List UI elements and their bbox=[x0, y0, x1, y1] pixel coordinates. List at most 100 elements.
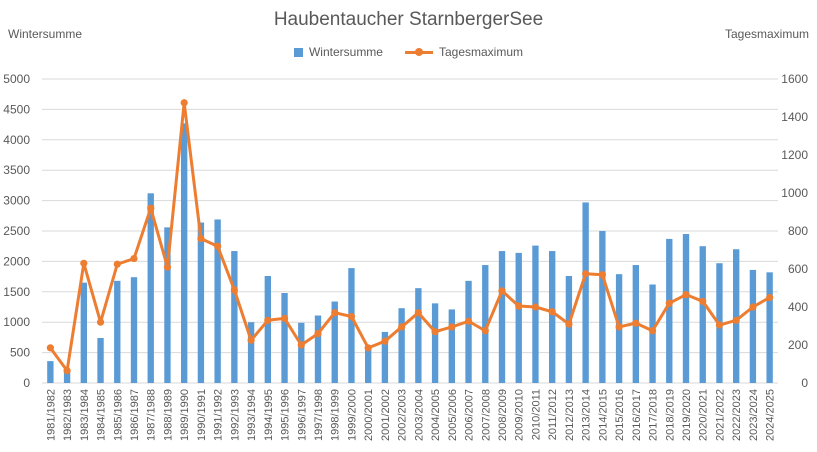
x-tick-label: 2018/2019 bbox=[664, 389, 676, 441]
line-point bbox=[247, 336, 255, 344]
x-tick-label: 2021/2022 bbox=[714, 389, 726, 441]
x-tick-label: 2007/2008 bbox=[480, 389, 492, 441]
line-point bbox=[197, 235, 205, 243]
x-tick-label: 1988/1989 bbox=[162, 389, 174, 441]
y-tick-label-left: 5000 bbox=[3, 72, 30, 86]
line-point bbox=[699, 297, 707, 305]
line-point bbox=[297, 341, 305, 349]
line-point bbox=[632, 319, 640, 327]
bar bbox=[348, 268, 355, 383]
x-tick-label: 2008/2009 bbox=[497, 389, 509, 441]
x-tick-label: 2003/2004 bbox=[413, 389, 425, 441]
bar bbox=[699, 246, 706, 383]
x-tick-label: 2020/2021 bbox=[698, 389, 710, 441]
line-point bbox=[364, 344, 372, 352]
y-tick-label-left: 3000 bbox=[3, 194, 30, 208]
line-point bbox=[331, 309, 339, 317]
x-tick-label: 2023/2024 bbox=[748, 389, 760, 441]
line-point bbox=[147, 204, 155, 212]
line-point bbox=[615, 323, 623, 331]
line-point bbox=[414, 309, 422, 317]
x-tick-label: 2013/2014 bbox=[581, 389, 593, 441]
legend-label-bar: Wintersumme bbox=[308, 45, 383, 59]
x-tick-label: 2001/2002 bbox=[380, 389, 392, 441]
line-point bbox=[80, 259, 88, 267]
legend-item-line: Tagesmaximum bbox=[404, 45, 523, 59]
x-tick-label: 1983/1984 bbox=[79, 389, 91, 441]
line-point bbox=[130, 254, 138, 263]
y-tick-label-right: 1400 bbox=[781, 110, 808, 124]
line-point bbox=[598, 271, 606, 279]
line-point bbox=[214, 242, 222, 250]
line-point bbox=[515, 302, 523, 310]
bar bbox=[80, 282, 87, 383]
bar bbox=[331, 301, 338, 383]
line-point bbox=[732, 316, 740, 324]
bar bbox=[666, 238, 673, 383]
bar bbox=[214, 219, 221, 383]
bar bbox=[47, 361, 54, 383]
x-tick-label: 1984/1985 bbox=[96, 389, 108, 441]
bar bbox=[398, 308, 405, 383]
y-tick-label-right: 0 bbox=[801, 376, 808, 390]
x-tick-label: 1990/1991 bbox=[196, 389, 208, 441]
y-tick-label-right: 1200 bbox=[781, 148, 808, 162]
line-point bbox=[264, 316, 272, 324]
x-tick-label: 2014/2015 bbox=[597, 389, 609, 441]
bar bbox=[97, 338, 104, 383]
x-tick-label: 2015/2016 bbox=[614, 389, 626, 441]
bar bbox=[130, 277, 138, 383]
bar bbox=[482, 265, 489, 383]
y-tick-label-left: 4500 bbox=[3, 102, 30, 116]
y-tick-label-right: 800 bbox=[788, 224, 808, 238]
y-axis-right-title: Tagesmaximum bbox=[724, 27, 809, 41]
y-tick-label-right: 200 bbox=[788, 338, 808, 352]
bar bbox=[582, 202, 589, 383]
line-point bbox=[766, 293, 774, 302]
line-point bbox=[431, 328, 439, 336]
bar bbox=[63, 370, 71, 383]
bar bbox=[431, 303, 439, 383]
y-tick-label-right: 600 bbox=[788, 262, 808, 276]
x-tick-label: 1996/1997 bbox=[296, 389, 308, 441]
y-tick-label-right: 1000 bbox=[781, 186, 808, 200]
line-point bbox=[665, 299, 673, 307]
line-point bbox=[548, 308, 556, 316]
bar bbox=[147, 193, 154, 383]
bar bbox=[365, 346, 372, 383]
bar bbox=[766, 272, 773, 383]
line-point bbox=[749, 303, 757, 311]
line-point bbox=[113, 260, 121, 268]
line-point bbox=[498, 287, 506, 295]
bar bbox=[264, 275, 271, 383]
x-tick-label: 1994/1995 bbox=[263, 389, 275, 441]
x-tick-label: 2019/2020 bbox=[681, 389, 693, 441]
x-tick-label: 1992/1993 bbox=[229, 389, 241, 441]
x-tick-label: 1991/1992 bbox=[213, 389, 225, 441]
line-point bbox=[582, 270, 590, 278]
x-tick-label: 1997/1998 bbox=[313, 389, 325, 441]
line-point bbox=[481, 327, 489, 335]
x-tick-label: 1986/1987 bbox=[129, 389, 141, 441]
y-tick-label-left: 2500 bbox=[3, 224, 30, 238]
x-tick-label: 1998/1999 bbox=[330, 389, 342, 441]
line-point bbox=[648, 327, 657, 335]
line-point bbox=[280, 314, 289, 322]
line-point bbox=[448, 323, 456, 331]
x-tick-label: 2004/2005 bbox=[430, 389, 442, 441]
x-tick-label: 2022/2023 bbox=[731, 389, 743, 441]
line-point bbox=[230, 286, 238, 294]
x-tick-label: 1982/1983 bbox=[62, 389, 74, 441]
y-tick-label-left: 0 bbox=[23, 376, 30, 390]
bar bbox=[415, 288, 422, 383]
line-point bbox=[180, 99, 188, 107]
x-tick-label: 2006/2007 bbox=[464, 389, 476, 441]
line-point bbox=[464, 317, 473, 325]
line-point bbox=[565, 320, 573, 328]
bar bbox=[448, 309, 455, 383]
line-point bbox=[347, 312, 356, 321]
x-tick-label: 2002/2003 bbox=[397, 389, 409, 441]
series-line bbox=[49, 101, 771, 373]
